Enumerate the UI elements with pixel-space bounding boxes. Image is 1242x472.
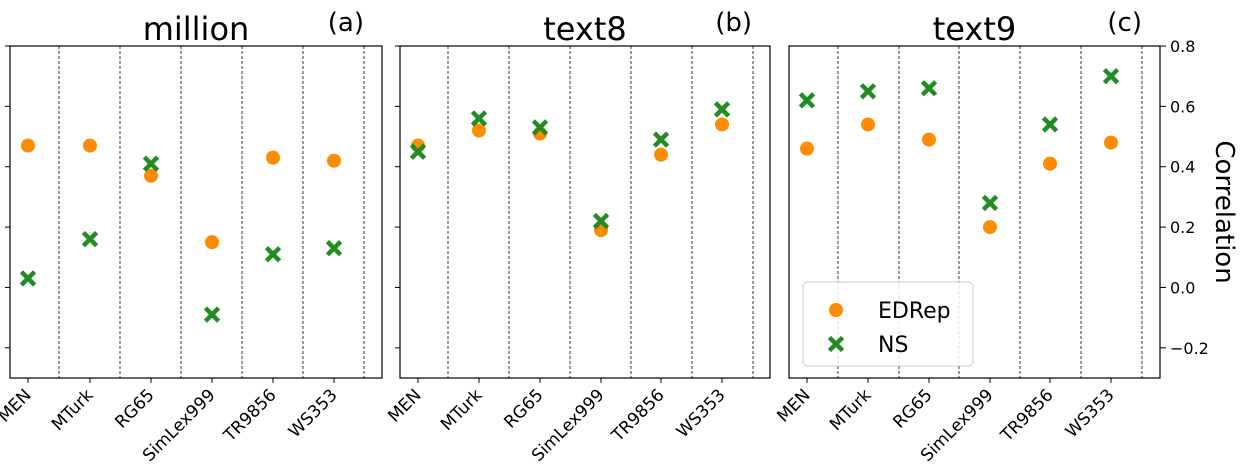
edrep-point: [800, 141, 814, 156]
x-tick-label: MEN: [0, 385, 36, 426]
ns-point: [531, 119, 549, 136]
legend-box: [802, 281, 974, 367]
y-tick-label: 0.8: [1170, 37, 1195, 56]
ns-point: [713, 101, 731, 118]
ns-point: [592, 212, 610, 230]
edrep-point: [715, 117, 729, 132]
x-tick-label: WS353: [673, 385, 730, 442]
x-tick-label: MTurk: [437, 385, 487, 435]
edrep-point: [266, 150, 280, 165]
ns-point: [798, 92, 816, 109]
edrep-point: [1104, 135, 1118, 150]
ns-point: [920, 80, 938, 97]
plot-frame: [788, 45, 1161, 379]
chart-title: text9: [933, 10, 1017, 48]
ns-point: [264, 246, 282, 263]
ns-point: [859, 83, 877, 100]
ns-point-stroke: [592, 212, 610, 230]
ns-point: [81, 230, 99, 248]
edrep-point: [983, 220, 997, 235]
legend-label: NS: [878, 333, 908, 358]
ns-point: [981, 194, 999, 212]
ns-point: [1041, 116, 1059, 133]
ns-point: [470, 110, 488, 127]
ns-point-stroke: [325, 240, 343, 257]
plot-frame: [399, 45, 771, 379]
x-tick-label: MEN: [773, 385, 814, 426]
plot-frame: [9, 45, 383, 379]
x-tick-label: TR9856: [607, 385, 668, 446]
ns-point: [19, 270, 37, 287]
x-tick-label: WS353: [285, 385, 342, 442]
legend-edrep-marker: [829, 303, 843, 317]
y-tick-label: 0.0: [1170, 278, 1195, 297]
ns-point: [203, 306, 221, 323]
ns-point-stroke: [920, 80, 938, 97]
x-tick-label: TR9856: [996, 385, 1057, 446]
ns-point-stroke: [142, 155, 160, 172]
x-tick-label: MTurk: [826, 385, 876, 435]
x-tick-label: RG65: [889, 385, 936, 432]
panel-label: (c): [1107, 8, 1142, 38]
x-tick-label: TR9856: [219, 385, 280, 446]
panel-label: (b): [715, 8, 752, 38]
chart-title: million: [143, 10, 250, 48]
ns-point-stroke: [1102, 67, 1120, 85]
edrep-point: [472, 123, 486, 138]
legend-label: EDRep: [878, 299, 951, 324]
y-tick-label: −0.2: [1170, 339, 1209, 358]
x-tick-label: RG65: [111, 385, 158, 432]
ns-point-stroke: [470, 110, 488, 127]
ns-point: [1102, 67, 1120, 85]
ns-point-stroke: [409, 143, 427, 160]
legend-ns-marker: [827, 335, 845, 353]
ns-point-stroke: [652, 131, 670, 148]
y-tick-label: 0.6: [1170, 97, 1195, 116]
y-axis-label: Correlation: [1209, 140, 1239, 283]
ns-point-stroke: [531, 119, 549, 136]
panel-label: (a): [328, 8, 364, 38]
ns-point-stroke: [264, 246, 282, 263]
edrep-point: [205, 235, 219, 250]
ns-point-stroke: [203, 306, 221, 323]
x-tick-label: MEN: [384, 385, 425, 426]
edrep-point: [654, 147, 668, 162]
chart-title: text8: [543, 10, 627, 48]
ns-point: [325, 240, 343, 257]
edrep-point: [327, 153, 341, 168]
ns-point: [652, 131, 670, 148]
ns-point: [142, 155, 160, 172]
x-tick-label: WS353: [1062, 385, 1119, 442]
x-tick-label: MTurk: [48, 385, 98, 435]
ns-point-stroke: [859, 83, 877, 100]
ns-point-stroke: [19, 270, 37, 287]
ns-point-stroke: [981, 194, 999, 212]
edrep-point: [83, 138, 97, 153]
ns-point-stroke: [798, 92, 816, 109]
edrep-point: [922, 132, 936, 147]
ns-point-stroke: [713, 101, 731, 118]
ns-point-stroke: [81, 230, 99, 248]
edrep-point: [144, 168, 158, 183]
edrep-point: [21, 138, 35, 153]
edrep-point: [1043, 156, 1057, 171]
legend: EDRep NS: [802, 281, 974, 367]
x-tick-label: RG65: [500, 385, 547, 432]
y-tick-label: 0.2: [1170, 218, 1195, 237]
ns-point-stroke: [1041, 116, 1059, 133]
edrep-point: [861, 117, 875, 132]
y-tick-label: 0.4: [1170, 158, 1195, 177]
ns-point: [409, 143, 427, 160]
